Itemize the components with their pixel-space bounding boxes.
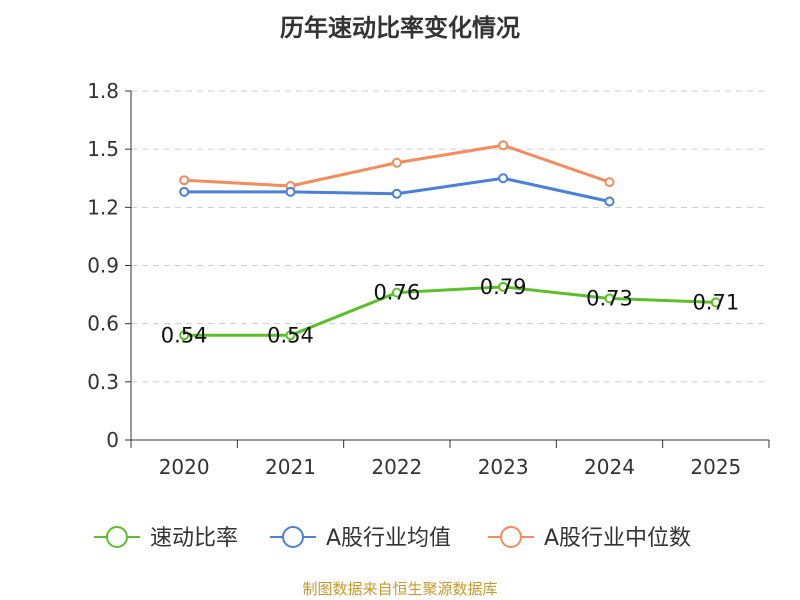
y-tick-label: 0.6	[87, 312, 119, 336]
data-label: 0.79	[480, 275, 527, 299]
series-point-1	[498, 173, 509, 184]
series-point-1	[391, 188, 402, 199]
y-tick-label: 1.2	[87, 195, 119, 219]
series-point-0	[710, 297, 721, 308]
series-point-1	[604, 196, 615, 207]
legend-label: A股行业均值	[326, 526, 451, 551]
y-tick-label: 1.5	[87, 137, 119, 161]
series-point-0	[498, 281, 509, 292]
x-tick-label: 2022	[371, 455, 422, 479]
series-point-0	[179, 330, 190, 341]
series-point-0	[285, 330, 296, 341]
data-label: 0.76	[373, 281, 420, 305]
y-tick-label: 0	[106, 428, 119, 452]
legend-marker	[106, 526, 128, 548]
x-tick-label: 2020	[159, 455, 210, 479]
series-point-2	[498, 140, 509, 151]
series-point-0	[604, 293, 615, 304]
y-tick-label: 1.8	[87, 79, 119, 103]
x-tick-label: 2023	[478, 455, 529, 479]
series-point-0	[391, 287, 402, 298]
series-point-2	[604, 177, 615, 188]
legend-label: 速动比率	[150, 526, 238, 551]
x-tick-label: 2025	[690, 455, 741, 479]
legend-marker	[500, 526, 522, 548]
x-tick-label: 2024	[584, 455, 635, 479]
series-point-1	[179, 186, 190, 197]
data-label: 0.73	[586, 286, 633, 310]
y-tick-label: 0.3	[87, 370, 119, 394]
data-label: 0.71	[692, 290, 739, 314]
y-tick-label: 0.9	[87, 254, 119, 278]
x-tick-label: 2021	[265, 455, 316, 479]
series-point-1	[285, 186, 296, 197]
data-source-note: 制图数据来自恒生聚源数据库	[302, 580, 498, 598]
data-label: 0.54	[161, 323, 208, 347]
series-point-2	[179, 175, 190, 186]
chart-title: 历年速动比率变化情况	[280, 14, 520, 42]
series-point-2	[391, 157, 402, 168]
legend-marker	[282, 526, 304, 548]
data-label: 0.54	[267, 323, 314, 347]
legend-label: A股行业中位数	[544, 526, 691, 551]
series-line-0	[184, 285, 716, 337]
